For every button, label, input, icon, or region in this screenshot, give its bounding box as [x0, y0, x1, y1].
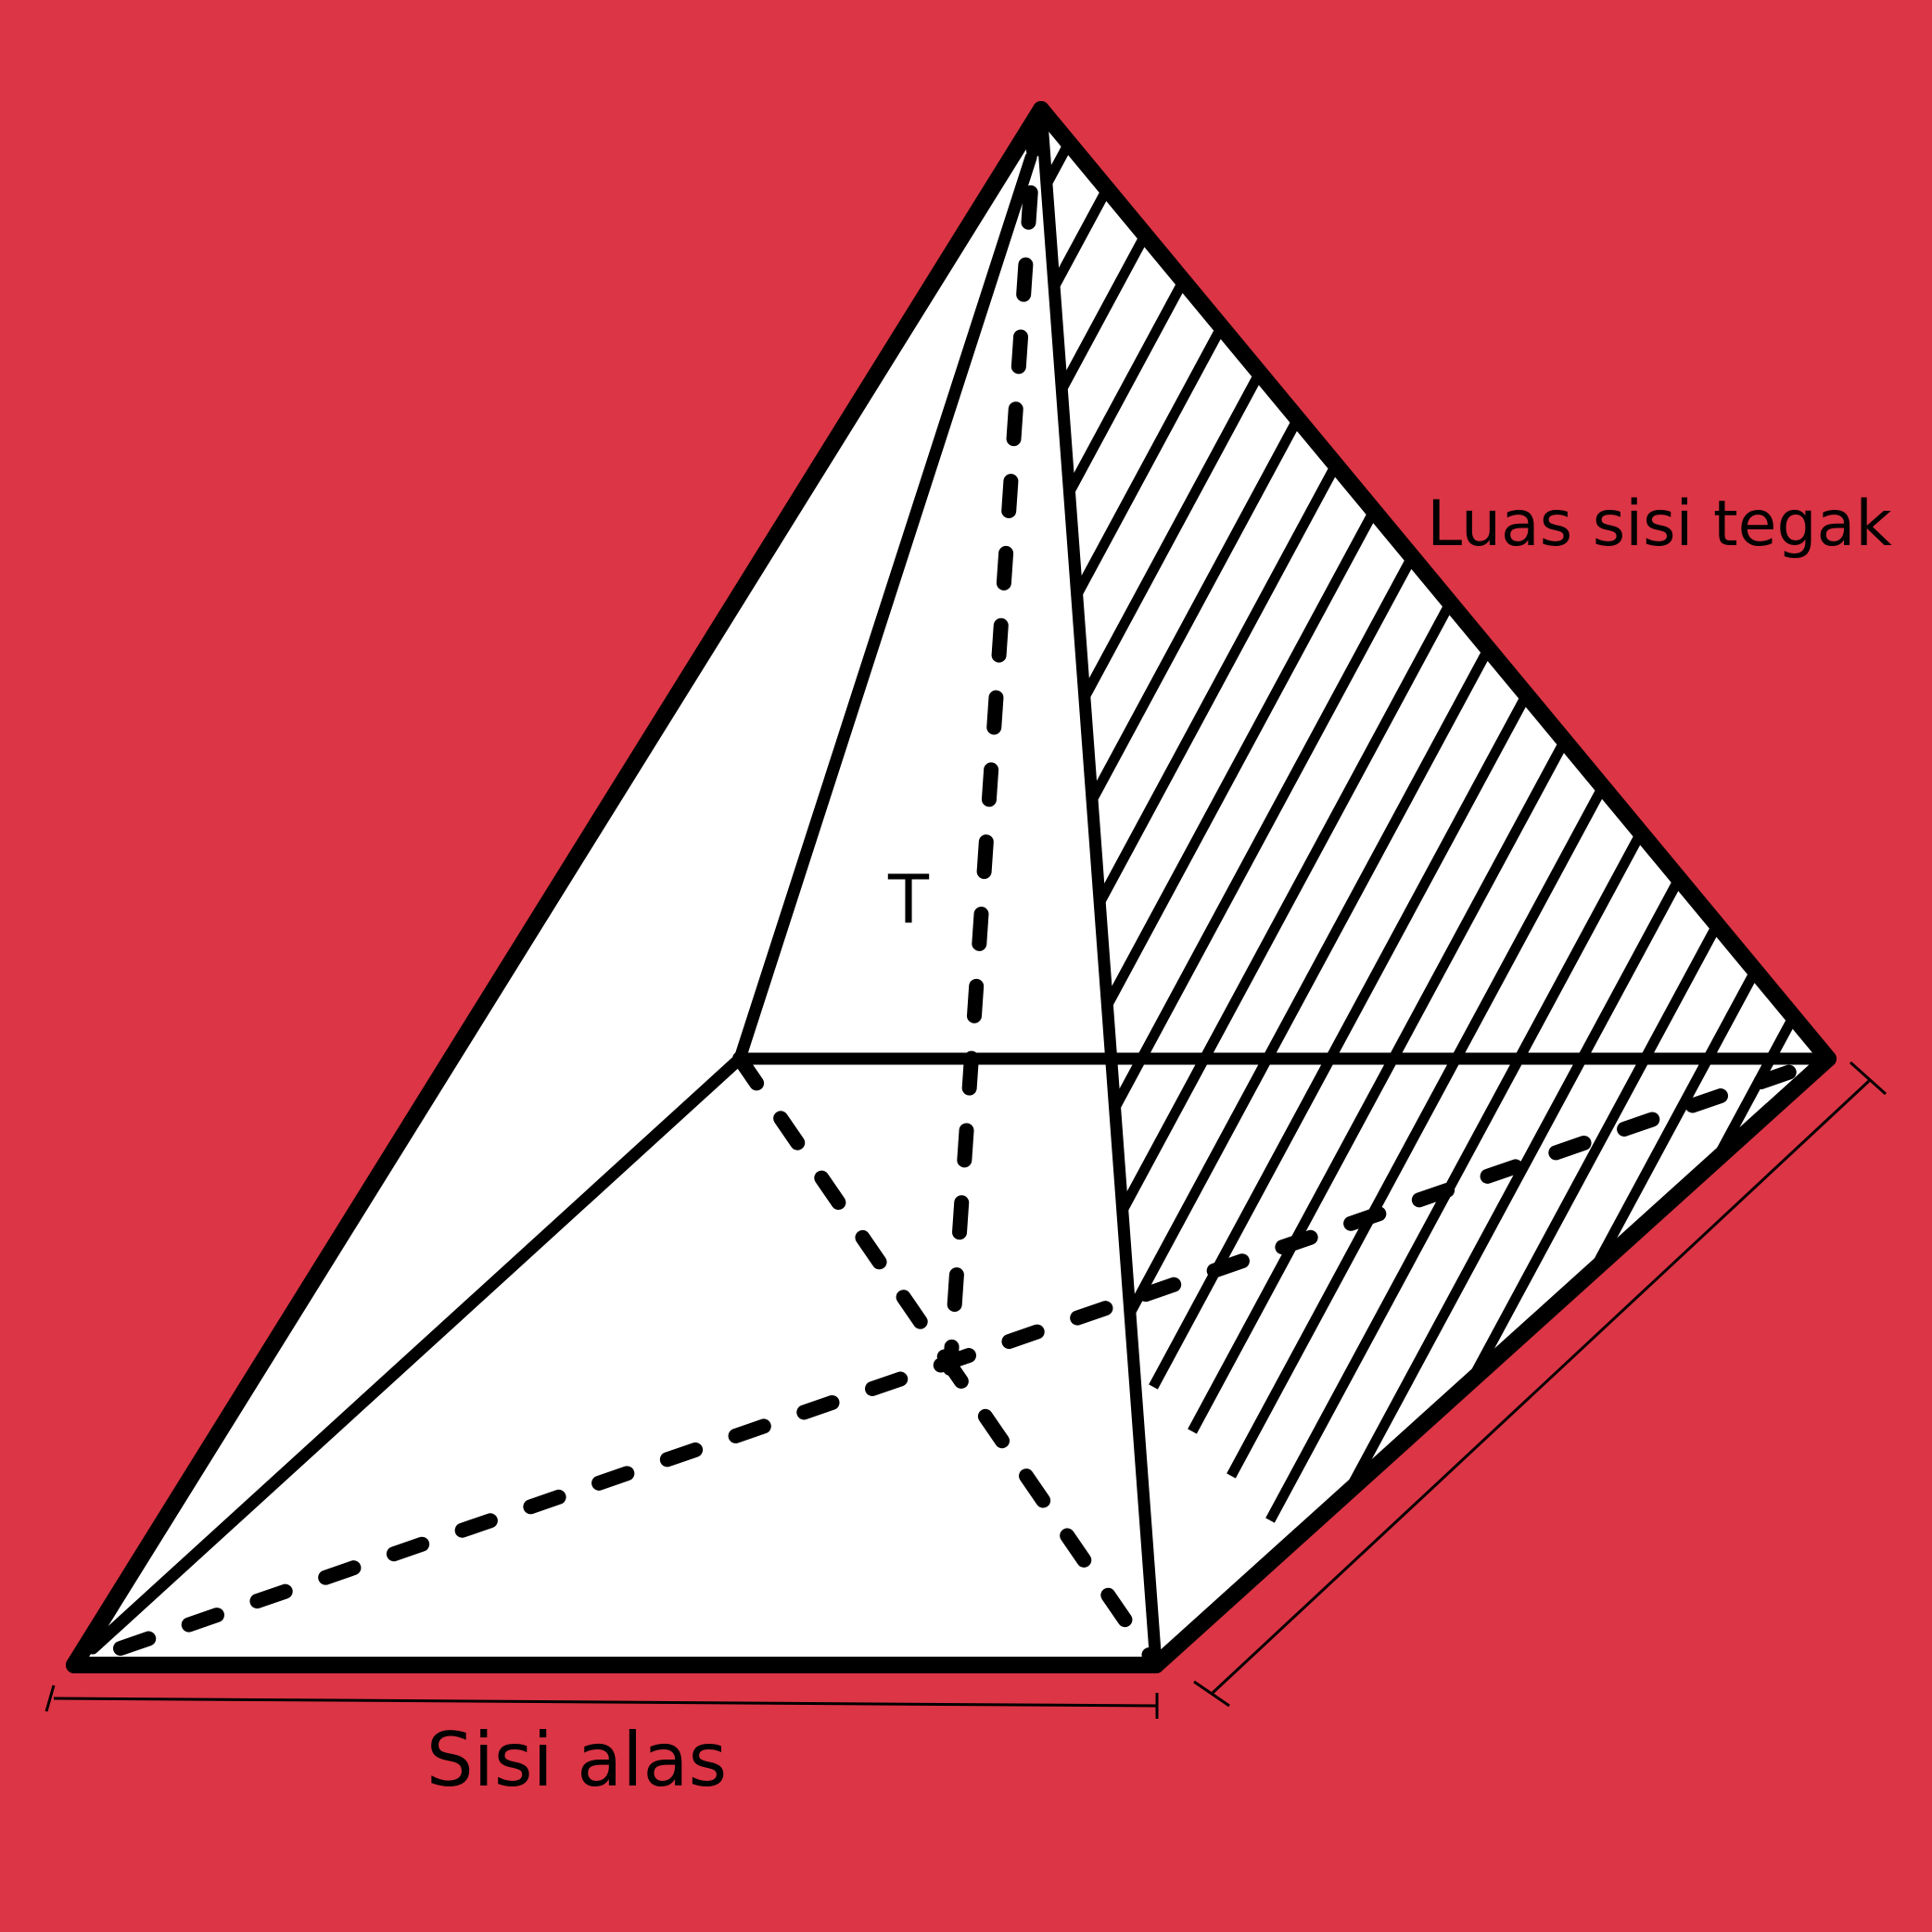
dimension-lines: [44, 1061, 1888, 1719]
base-diagonal-front: [113, 1051, 1836, 1656]
hidden-edges: [113, 113, 1836, 1672]
slant-side-tick-bottom: [1193, 1680, 1230, 1708]
height-label: T: [887, 860, 930, 938]
edge-base-left: [86, 1052, 746, 1655]
hatch-line: [1041, 159, 1252, 989]
edge-apex-front-right: [1035, 103, 1163, 1671]
hatch-line: [1041, 109, 1136, 856]
inner-edges: [86, 103, 1835, 1671]
edge-base-right: [1148, 1050, 1837, 1673]
edge-apex-right: [1033, 101, 1837, 1067]
hatch-line: [1041, 248, 1330, 1078]
hatch-line: [1041, 114, 1214, 945]
hatch-line: [1041, 292, 1369, 1123]
base-side-tick-left: [44, 1684, 56, 1712]
hatch-line: [1041, 109, 1175, 900]
lateral-area-label: Luas sisi tegak: [1427, 488, 1892, 561]
base-side-label: Sisi alas: [426, 1717, 727, 1803]
base-side-dimension: [53, 1697, 1158, 1708]
slant-side-dimension: [1211, 1079, 1871, 1695]
edge-apex-left: [66, 101, 1049, 1673]
slant-side-tick-top: [1849, 1061, 1888, 1096]
hatch-line: [1041, 337, 1408, 1167]
height-line: [943, 113, 1043, 1376]
edge-apex-back: [733, 151, 1037, 1065]
visible-edges: [66, 101, 1837, 1673]
